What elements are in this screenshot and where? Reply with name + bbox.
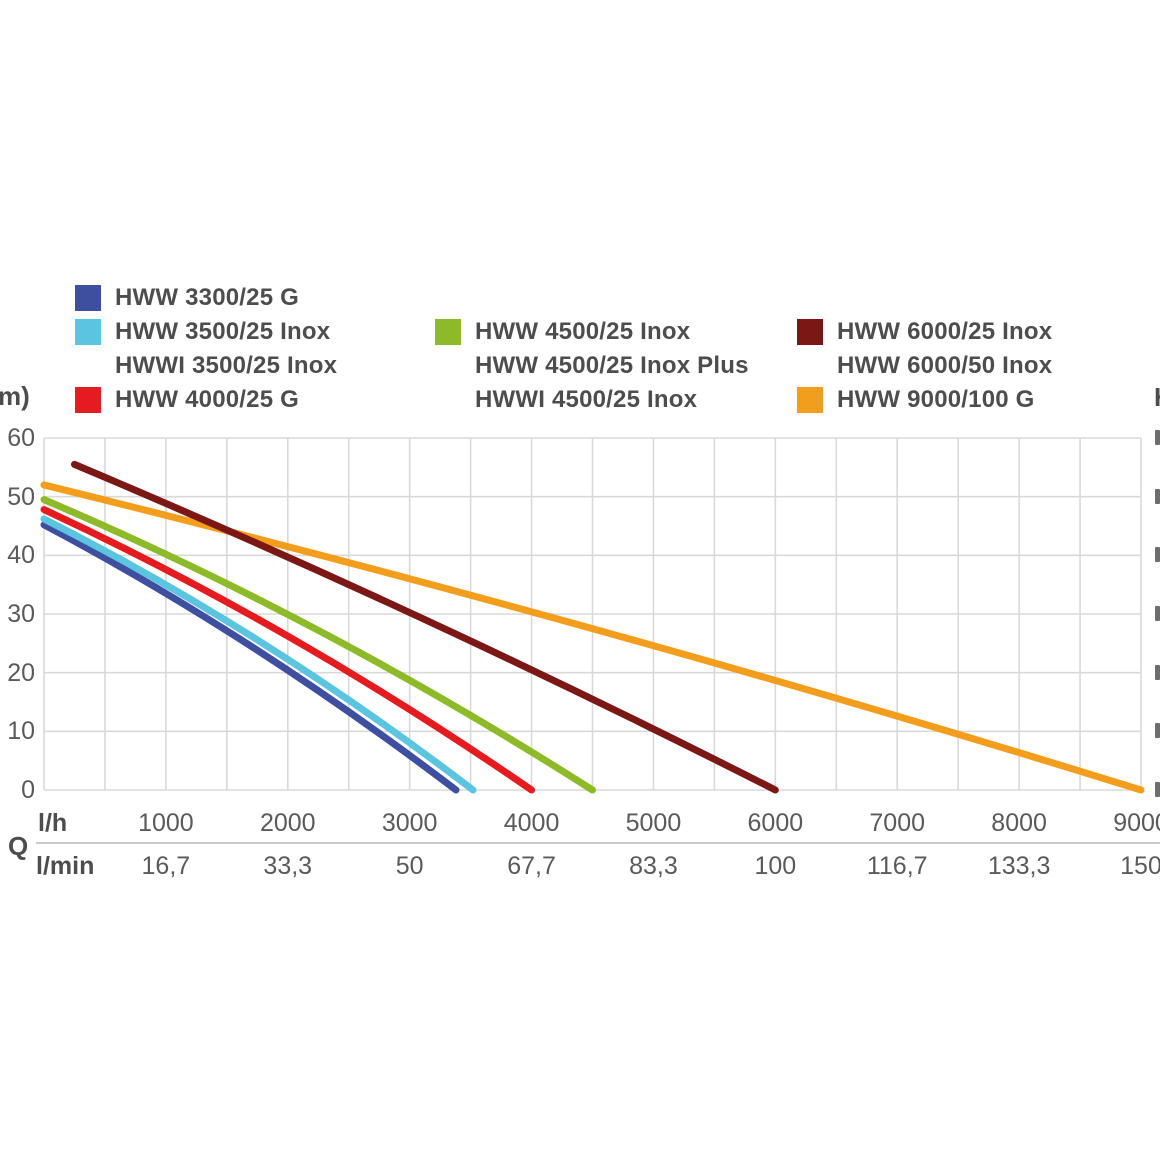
- x-tick-label-lh: 6000: [747, 809, 804, 837]
- legend-item: HWW 4500/25 Inox: [435, 315, 749, 349]
- legend-label: HWW 6000/25 Inox: [837, 318, 1053, 345]
- right-axis-tick-fragment: [1155, 488, 1160, 504]
- y-tick-label: 50: [7, 482, 35, 511]
- y-axis-unit-right-partial: H: [1154, 382, 1160, 413]
- legend-swatch-hww-6000-25-inox: [797, 319, 823, 345]
- legend-label: HWW 4000/25 G: [115, 386, 299, 413]
- curve-hww-9000-100-g: [40, 481, 1145, 794]
- x-tick-label-lh: 3000: [381, 809, 438, 837]
- curve-hww-3500-25-inox-hwwi-3500-25-inox: [40, 515, 477, 794]
- legend-column-2: HWW 4500/25 Inox HWW 4500/25 Inox Plus H…: [435, 315, 749, 417]
- x-tick-label-lmin: 100: [754, 852, 797, 880]
- legend-label: HWW 6000/50 Inox: [837, 352, 1053, 379]
- right-axis-tick-fragment: [1155, 664, 1160, 680]
- legend-column-3: HWW 6000/25 Inox HWW 6000/50 Inox HWW 90…: [797, 315, 1052, 417]
- curve-hww-3300-25-g: [40, 521, 460, 794]
- legend-item: HWW 4000/25 G: [75, 383, 337, 417]
- right-axis-tick-fragment: [1155, 782, 1160, 797]
- legend-swatch-hww-3300-25-g: [75, 285, 101, 311]
- legend-swatch-hww-4000-25-g: [75, 387, 101, 413]
- x-axis-symbol-q: Q: [8, 831, 29, 861]
- legend-item: HWW 3300/25 G: [75, 281, 337, 315]
- y-tick-label: 0: [21, 776, 35, 804]
- x-tick-label-lmin: 50: [395, 852, 424, 880]
- legend-item: HWW 9000/100 G: [797, 383, 1052, 417]
- legend-label: HWWI 3500/25 Inox: [115, 352, 338, 379]
- legend-item: HWWI 3500/25 Inox: [75, 349, 337, 383]
- legend-label: HWW 4500/25 Inox: [475, 318, 691, 345]
- x-tick-label-lmin: 33,3: [263, 852, 313, 880]
- legend-swatch-hww-4500-25-inox: [435, 319, 461, 345]
- x-axis-unit-lh: l/h: [38, 809, 68, 837]
- y-tick-label: 20: [7, 658, 35, 687]
- x-tick-label-lh: 8000: [991, 809, 1047, 837]
- x-axis-unit-divider: [36, 842, 1160, 844]
- right-axis-tick-fragment: [1155, 723, 1160, 739]
- x-tick-label-lmin: 16,7: [141, 852, 191, 880]
- legend-label: HWW 4500/25 Inox Plus: [475, 352, 749, 379]
- curve-hww-4500-25-inox-plus-hwwi: [40, 496, 596, 794]
- x-tick-label-lmin: 83,3: [629, 852, 678, 880]
- legend-label: HWW 3300/25 G: [115, 284, 299, 311]
- y-tick-label: 40: [7, 541, 35, 570]
- legend-label: HWW 9000/100 G: [837, 386, 1035, 413]
- right-axis-tick-fragment: [1155, 606, 1160, 621]
- x-tick-label-lh: 5000: [625, 809, 682, 837]
- x-tick-label-lmin: 67,7: [507, 852, 556, 880]
- legend-swatch-hww-9000-100-g: [797, 387, 823, 413]
- x-tick-label-lmin: 133,3: [987, 852, 1051, 880]
- y-tick-label: 30: [7, 600, 35, 628]
- legend-item: HWW 4500/25 Inox Plus: [435, 349, 749, 383]
- legend-item: HWW 6000/50 Inox: [797, 349, 1052, 383]
- x-tick-label-lmin: 150: [1120, 852, 1160, 880]
- right-axis-tick-fragment: [1155, 430, 1160, 445]
- x-tick-label-lh: 1000: [138, 809, 194, 837]
- legend-label: HWW 3500/25 Inox: [115, 318, 331, 345]
- curve-hww-4000-25-g: [40, 506, 536, 794]
- x-axis-unit-lmin: l/min: [36, 852, 95, 880]
- y-tick-label: 10: [7, 717, 35, 746]
- right-axis-tick-fragment: [1155, 547, 1160, 563]
- x-tick-label-lh: 7000: [869, 809, 926, 837]
- legend-label: HWWI 4500/25 Inox: [475, 386, 698, 413]
- y-axis-unit-left-partial: m): [0, 381, 30, 411]
- x-tick-label-lh: 4000: [503, 809, 560, 837]
- curve-hww-6000-25-inox-hww-6000-50-inox: [70, 460, 779, 794]
- legend-item: HWWI 4500/25 Inox: [435, 383, 749, 417]
- x-tick-label-lh: 2000: [259, 809, 316, 837]
- x-tick-label-lmin: 116,7: [866, 852, 928, 880]
- legend-swatch-hww-3500-25-inox: [75, 319, 101, 345]
- legend-item: HWW 6000/25 Inox: [797, 315, 1052, 349]
- y-tick-label: 60: [7, 424, 35, 452]
- legend-item: HWW 3500/25 Inox: [75, 315, 337, 349]
- x-tick-label-lh: 9000: [1113, 809, 1160, 837]
- legend-column-1: HWW 3300/25 G HWW 3500/25 Inox HWWI 3500…: [75, 281, 337, 417]
